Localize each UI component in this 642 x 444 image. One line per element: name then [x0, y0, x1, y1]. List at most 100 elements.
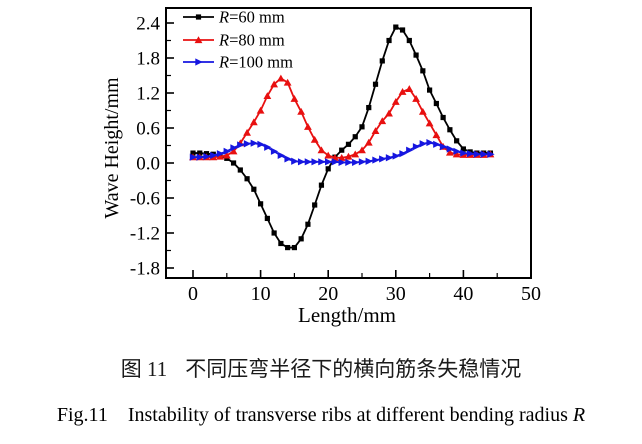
- triangle-right-marker: [406, 146, 414, 154]
- triangle-up-marker: [351, 150, 360, 158]
- triangle-right-marker: [466, 150, 475, 158]
- legend-item-r-60-mm: R=60 mm: [183, 8, 285, 27]
- triangle-up-marker: [324, 151, 333, 159]
- triangle-up-marker: [243, 128, 251, 136]
- legend-item-r-100-mm: R=100 mm: [183, 53, 293, 72]
- triangle-right-marker: [216, 150, 225, 158]
- triangle-up-marker: [378, 117, 387, 125]
- square-marker: [278, 240, 284, 247]
- triangle-right-marker: [270, 147, 279, 155]
- square-marker: [325, 166, 331, 172]
- triangle-right-marker: [264, 143, 272, 151]
- caption-zh: 图 11 不同压弯半径下的横向筋条失稳情况: [0, 353, 642, 383]
- square-marker: [352, 134, 358, 140]
- square-marker: [345, 141, 352, 147]
- triangle-right-marker: [237, 141, 245, 149]
- triangle-up-marker: [310, 135, 319, 143]
- triangle-up-marker: [445, 148, 454, 156]
- triangle-right-marker: [223, 147, 231, 155]
- triangle-up-marker: [405, 85, 414, 93]
- triangle-right-marker: [392, 152, 400, 160]
- caption-en: Fig.11 Instability of transverse ribs at …: [0, 404, 642, 427]
- square-marker: [420, 68, 426, 74]
- square-marker: [244, 176, 250, 182]
- triangle-right-marker: [311, 158, 319, 166]
- triangle-right-marker: [297, 158, 306, 166]
- square-marker: [298, 236, 304, 242]
- triangle-right-marker: [203, 152, 211, 161]
- square-marker: [318, 182, 325, 188]
- triangle-right-marker: [304, 158, 313, 166]
- square-marker: [454, 138, 460, 144]
- x-tick-label: 10: [251, 283, 271, 305]
- triangle-right-marker: [250, 139, 259, 147]
- plot-frame: [165, 7, 532, 279]
- triangle-right-marker: [365, 157, 373, 165]
- triangle-right-marker: [460, 149, 468, 157]
- triangle-right-marker: [195, 58, 203, 66]
- square-marker: [440, 114, 446, 121]
- square-marker: [427, 87, 433, 93]
- triangle-up-marker: [216, 152, 224, 160]
- square-marker: [230, 160, 237, 166]
- y-tick-label: 0.0: [136, 154, 160, 175]
- triangle-right-marker: [352, 158, 360, 167]
- square-marker: [312, 202, 318, 208]
- caption-zh-number: 图 11: [120, 357, 168, 381]
- triangle-right-marker: [433, 140, 441, 148]
- x-tick-label: 40: [453, 283, 473, 305]
- triangle-up-marker: [344, 152, 353, 160]
- triangle-right-marker: [446, 145, 455, 153]
- square-marker: [258, 201, 264, 207]
- triangle-right-marker: [325, 158, 333, 166]
- triangle-up-marker: [452, 150, 461, 158]
- triangle-right-marker: [257, 140, 265, 148]
- triangle-right-marker: [277, 151, 286, 160]
- triangle-right-marker: [318, 158, 326, 166]
- triangle-right-marker: [230, 144, 238, 152]
- square-marker: [271, 230, 277, 236]
- triangle-right-marker: [480, 150, 488, 158]
- legend-item-r-80-mm: R=80 mm: [183, 31, 285, 50]
- triangle-up-marker: [398, 88, 407, 95]
- triangle-right-marker: [189, 153, 198, 161]
- caption-zh-text: 不同压弯半径下的横向筋条失稳情况: [185, 357, 522, 381]
- legend-label: R=100 mm: [218, 53, 293, 72]
- triangle-right-marker: [419, 140, 428, 148]
- triangle-up-marker: [337, 153, 346, 161]
- triangle-up-marker: [276, 74, 285, 82]
- triangle-up-marker: [432, 131, 441, 139]
- triangle-right-marker: [331, 158, 340, 166]
- square-marker: [305, 221, 311, 227]
- x-tick-label: 30: [386, 283, 406, 305]
- triangle-right-marker: [487, 150, 495, 158]
- triangle-up-marker: [391, 97, 400, 105]
- square-marker: [393, 24, 399, 30]
- square-marker: [291, 244, 297, 251]
- y-tick-label: -1.2: [130, 223, 160, 244]
- square-marker: [195, 14, 202, 20]
- triangle-right-marker: [358, 158, 367, 166]
- square-marker: [237, 167, 243, 173]
- square-marker: [372, 81, 379, 87]
- caption-en-text: Instability of transverse ribs at differ…: [127, 404, 568, 426]
- triangle-up-marker: [222, 151, 231, 159]
- triangle-right-marker: [385, 154, 394, 162]
- triangle-up-marker: [283, 78, 292, 86]
- triangle-right-marker: [338, 158, 346, 167]
- x-tick-label: 0: [188, 283, 198, 305]
- square-marker: [460, 146, 466, 152]
- square-marker: [190, 150, 196, 156]
- caption-en-radius-symbol: R: [572, 404, 586, 426]
- triangle-up-marker: [297, 107, 306, 115]
- triangle-up-marker: [270, 80, 279, 88]
- y-tick-label: 0.6: [136, 119, 160, 140]
- series-r-100-mm: [189, 138, 495, 167]
- legend-label: R=60 mm: [218, 8, 285, 27]
- square-marker: [197, 150, 203, 156]
- triangle-up-marker: [256, 106, 265, 114]
- square-marker: [379, 58, 385, 64]
- square-marker: [433, 100, 439, 107]
- square-marker: [447, 127, 453, 133]
